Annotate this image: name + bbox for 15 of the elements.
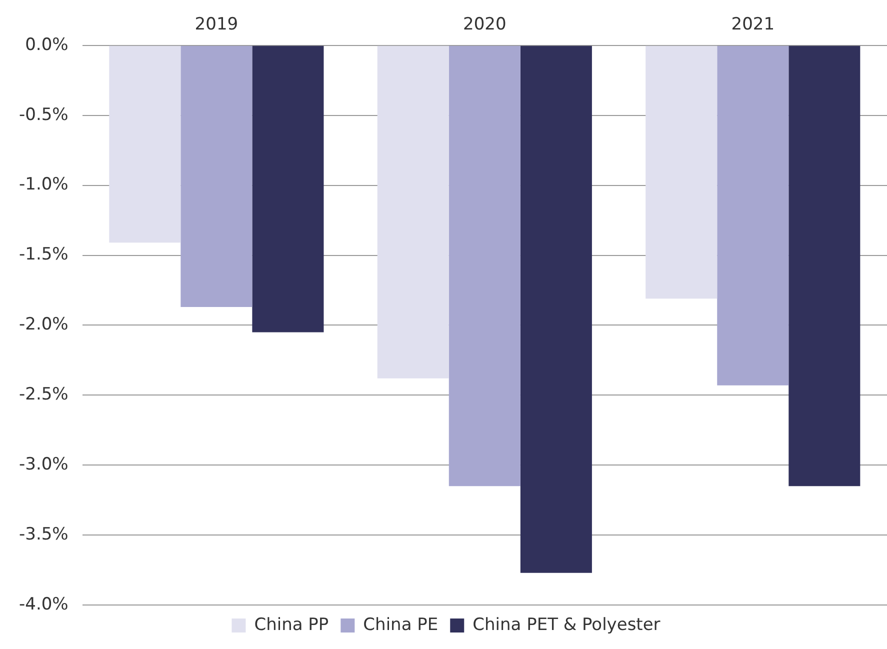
x-tick-label: 2019 [194,14,238,35]
x-tick-label: 2021 [731,14,775,35]
y-tick-label: -3.0% [18,454,68,475]
y-tick-label: -1.0% [18,174,68,195]
y-tick-label: 0.0% [25,34,68,55]
y-tick-label: -1.5% [18,244,68,265]
y-tick-label: -0.5% [18,104,68,125]
y-tick-label: -2.0% [18,314,68,335]
y-tick-label: -4.0% [18,594,68,614]
y-tick-label: -3.5% [18,524,68,544]
legend-label: China PE [363,614,438,635]
y-tick-label: -2.5% [18,384,68,405]
x-tick-label: 2020 [463,14,506,35]
legend-label: China PET & Polyester [472,614,660,635]
legend-label: China PP [254,614,329,635]
